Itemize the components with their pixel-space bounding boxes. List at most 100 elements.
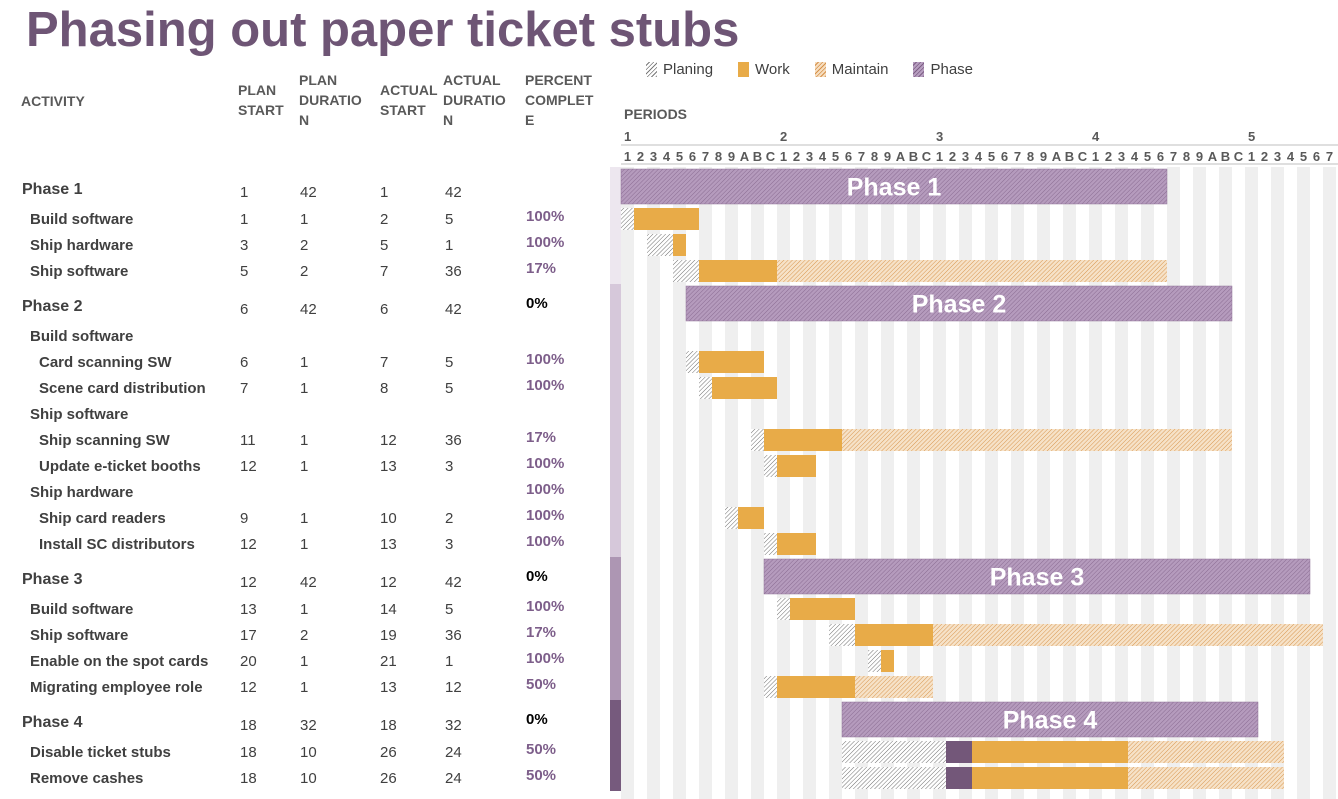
plan-duration-value: 42: [300, 574, 317, 591]
work-bar: [764, 429, 842, 451]
planning-bar: [868, 650, 881, 672]
grid-stripe: [1323, 167, 1336, 799]
grid-stripe: [699, 167, 712, 799]
chart-bars: Phase 1 Phase 2 Phase 3 Phase 4: [620, 168, 1323, 789]
work-bar: [699, 260, 777, 282]
maintain-bar: [855, 676, 933, 698]
period-minor-label: 4: [819, 149, 827, 164]
maintain-bar: [1128, 767, 1284, 789]
legend-swatch-maintain: [814, 61, 826, 77]
table-row: Scene card distribution 7 1 8 5 100%: [0, 375, 610, 401]
phase-bar: [763, 558, 1311, 595]
actual-start-value: 12: [380, 432, 397, 449]
planning-bar: [686, 351, 699, 373]
percent-complete-value: 100%: [526, 234, 565, 251]
maintain-bar: [777, 260, 1167, 282]
period-minor-label: 1: [936, 149, 943, 164]
actual-start-value: 10: [380, 510, 397, 527]
period-minor-label: 2: [1261, 149, 1268, 164]
actual-duration-value: 5: [445, 601, 454, 618]
actual-duration-value: 1: [445, 237, 454, 254]
plan-start-value: 18: [240, 717, 257, 734]
work-bar: [972, 767, 1128, 789]
period-minor-label: 1: [624, 149, 631, 164]
percent-complete-value: 100%: [526, 650, 565, 667]
period-minor-label: 3: [962, 149, 969, 164]
activity-name: Enable on the spot cards: [30, 653, 209, 670]
planning-bar: [777, 598, 790, 620]
period-minor-label: 7: [1326, 149, 1333, 164]
grid-stripe: [1297, 167, 1310, 799]
legend-label-planing: Planing: [663, 60, 714, 78]
work-bar: [777, 455, 816, 477]
percent-complete-value: 0%: [526, 711, 548, 728]
period-minor-label: 4: [1287, 149, 1295, 164]
phase-bar-label: Phase 3: [990, 564, 1085, 592]
period-minor-label: A: [896, 149, 906, 164]
percent-complete-value: 100%: [526, 377, 565, 394]
plan-duration-value: 2: [300, 263, 309, 280]
activity-name: Remove cashes: [30, 770, 144, 787]
actual-duration-value: 24: [445, 744, 462, 761]
period-minor-label: 9: [1040, 149, 1047, 164]
percent-complete-value: 17%: [526, 429, 557, 446]
phase-bar-label: Phase 1: [847, 174, 942, 202]
percent-complete-value: 100%: [526, 598, 565, 615]
table-row: Install SC distributors 12 1 13 3 100%: [0, 531, 610, 557]
percent-complete-value: 100%: [526, 455, 565, 472]
phase-bar-label: Phase 2: [912, 291, 1007, 319]
table-row: Enable on the spot cards 20 1 21 1 100%: [0, 648, 610, 674]
plan-start-value: 12: [240, 458, 257, 475]
plan-duration-value: 32: [300, 717, 317, 734]
percent-complete-value: 0%: [526, 295, 548, 312]
actual-duration-value: 42: [445, 574, 462, 591]
activity-name: Phase 4: [22, 714, 83, 731]
plan-duration-value: 1: [300, 380, 309, 397]
table-row: Update e-ticket booths 12 1 13 3 100%: [0, 453, 610, 479]
period-minor-label: 6: [1001, 149, 1008, 164]
period-minor-label: 6: [689, 149, 696, 164]
table-row: Ship hardware 100%: [0, 479, 610, 505]
activity-name: Ship scanning SW: [39, 432, 170, 449]
plan-start-value: 6: [240, 301, 249, 318]
table-row: Build software 13 1 14 5 100%: [0, 596, 610, 622]
actual-start-value: 21: [380, 653, 397, 670]
maintain-bar: [842, 429, 1232, 451]
actual-start-value: 12: [380, 574, 397, 591]
planning-bar: [621, 208, 634, 230]
actual-start-value: 1: [380, 184, 389, 201]
planning-bar: [673, 260, 699, 282]
plan-duration-value: 1: [300, 536, 309, 553]
plan-duration-value: 1: [300, 510, 309, 527]
plan-start-value: 18: [240, 744, 257, 761]
table-row: Card scanning SW 6 1 7 5 100%: [0, 349, 610, 375]
activity-name: Ship hardware: [30, 237, 134, 254]
plan-start-value: 5: [240, 263, 249, 280]
work-bar: [699, 351, 764, 373]
plan-start-value: 1: [240, 211, 249, 228]
header-actual-start: ACTUAL START: [380, 82, 438, 118]
actual-duration-value: 42: [445, 301, 462, 318]
plan-start-value: 7: [240, 380, 249, 397]
activity-name: Card scanning SW: [39, 354, 172, 371]
phase-bands: [610, 167, 621, 791]
percent-complete-value: 100%: [526, 507, 565, 524]
actual-start-value: 8: [380, 380, 389, 397]
actual-duration-value: 24: [445, 770, 462, 787]
legend-swatch-work: [738, 61, 750, 77]
maintain-bar: [933, 624, 1323, 646]
actual-duration-value: 5: [445, 354, 454, 371]
plan-start-value: 20: [240, 653, 257, 670]
actual-start-value: 2: [380, 211, 389, 228]
actual-duration-value: 1: [445, 653, 454, 670]
table-row: Build software: [0, 323, 610, 349]
plan-start-value: 9: [240, 510, 249, 527]
period-minor-label: 5: [1144, 149, 1151, 164]
actual-start-value: 14: [380, 601, 397, 618]
delay-bar: [946, 741, 972, 763]
phase-band: [610, 284, 621, 557]
period-minor-label: 6: [1313, 149, 1320, 164]
actual-start-value: 26: [380, 770, 397, 787]
period-minor-label: 7: [702, 149, 709, 164]
